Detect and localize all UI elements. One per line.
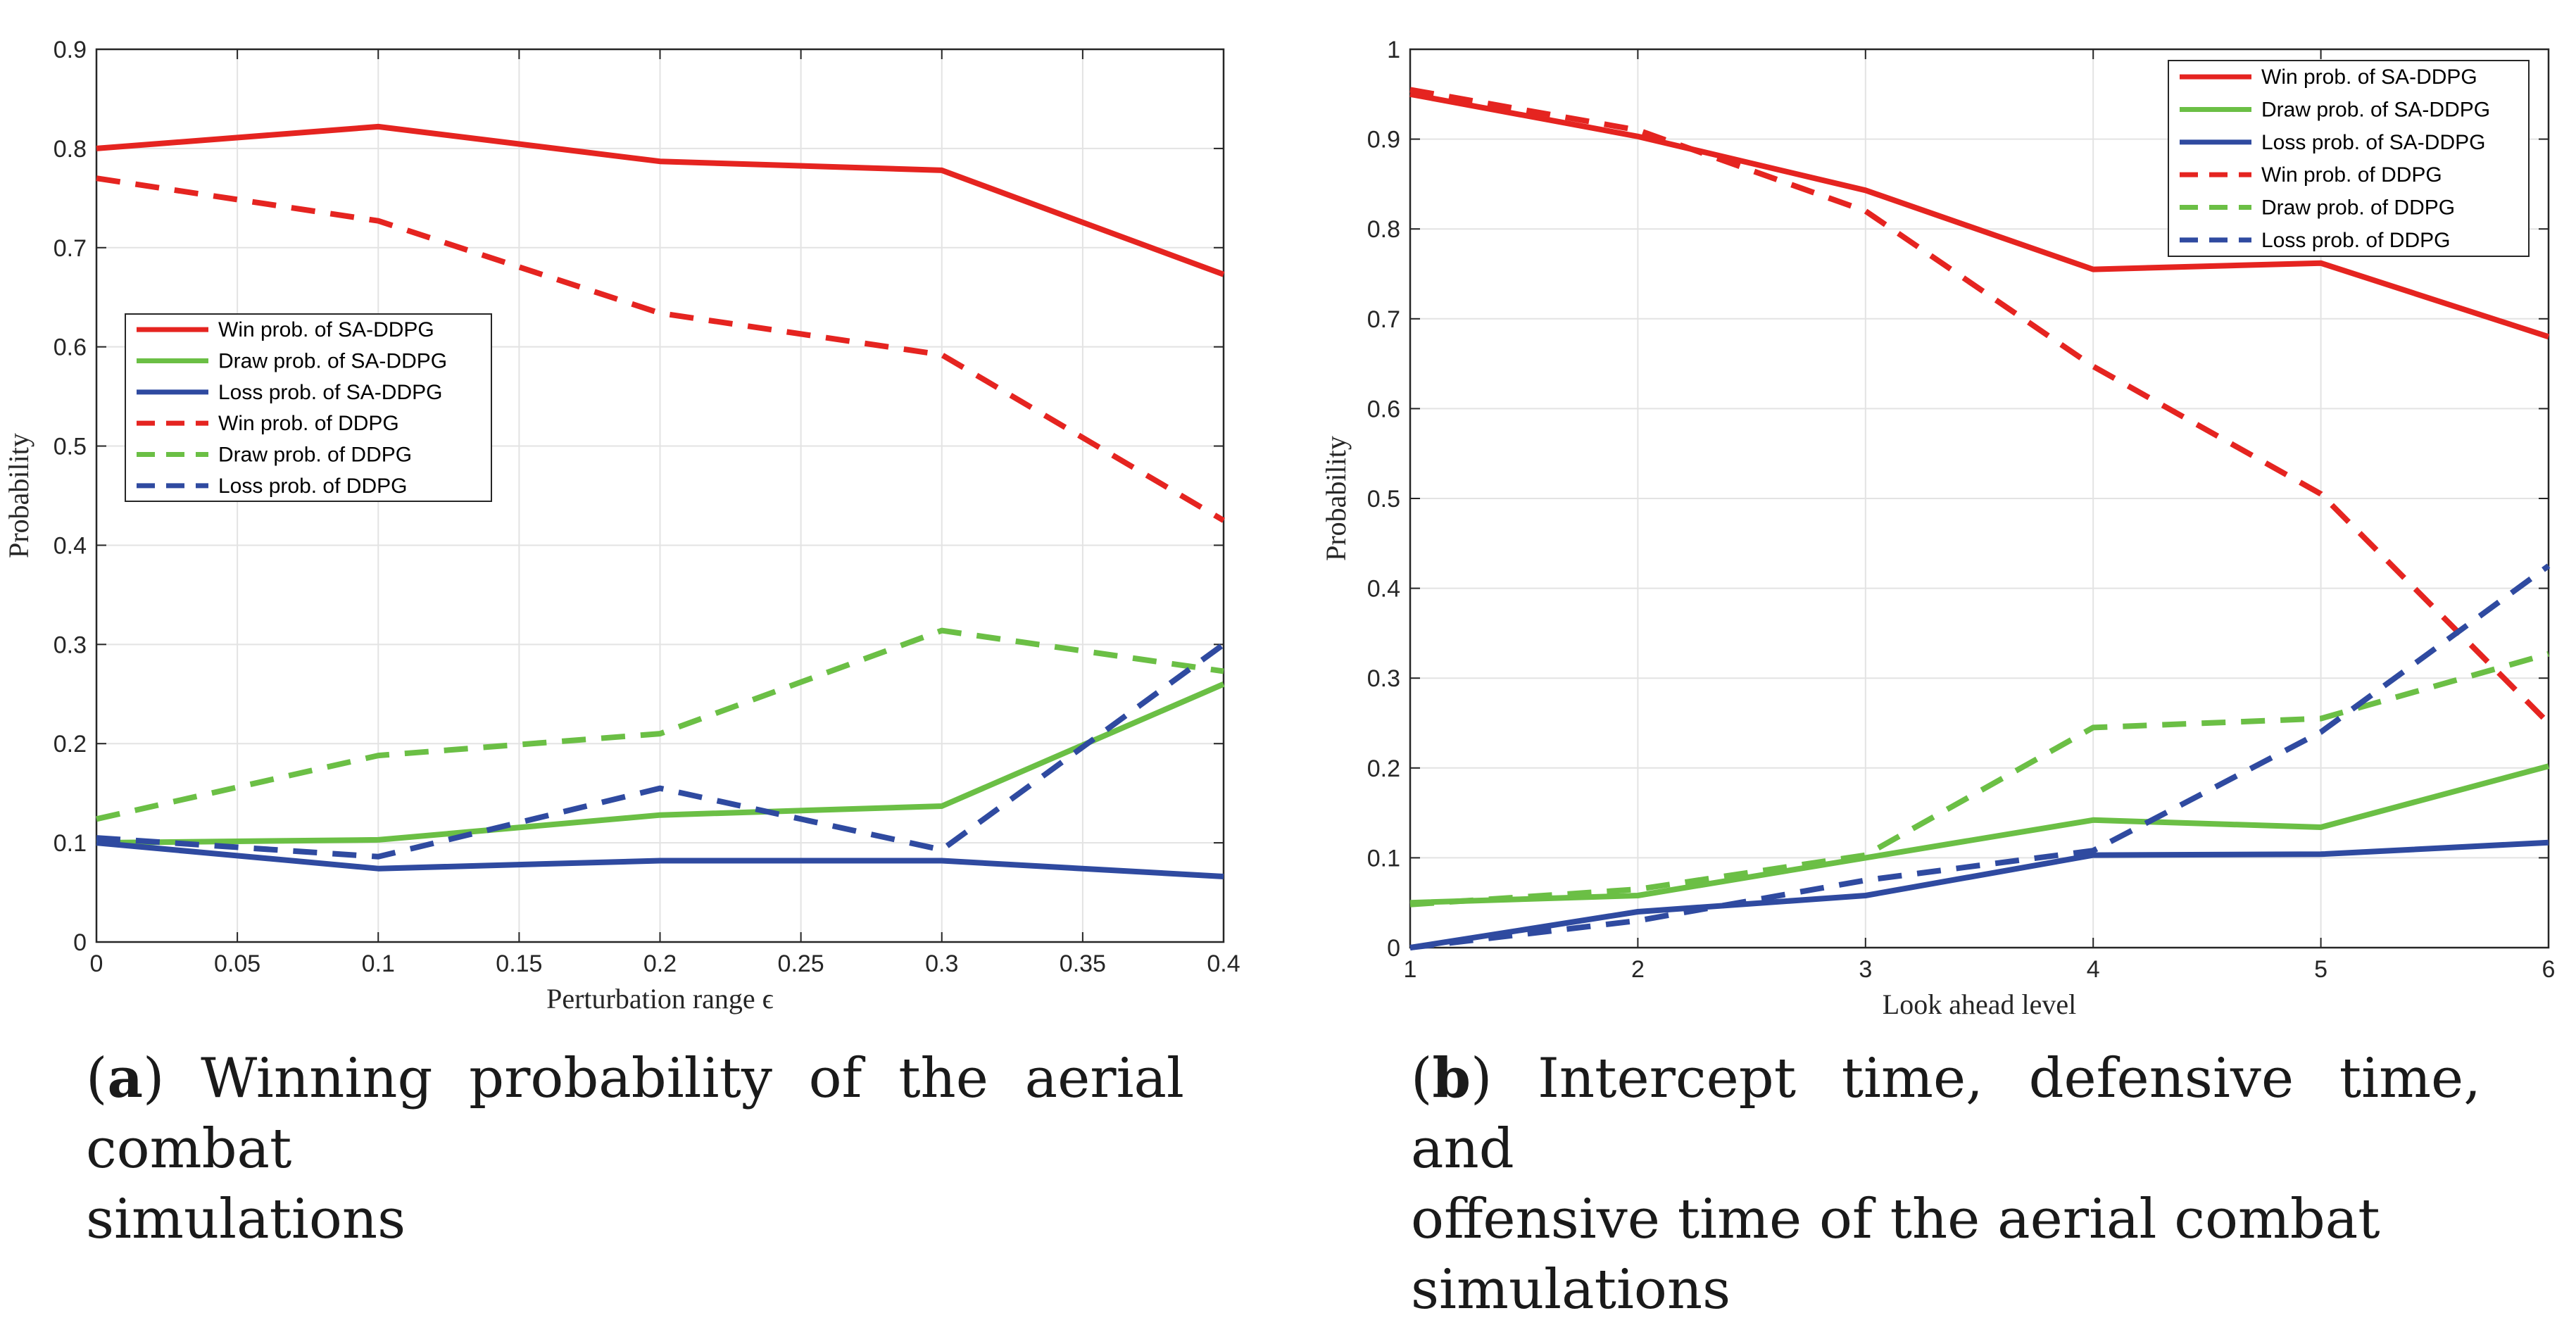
y-tick-label-a: 0.1 [54, 830, 87, 857]
x-axis-label-a: Perturbation range ϵ [546, 983, 774, 1015]
chart-panel-b: 1 2 3 4 5 6 0 0.1 0.2 0.3 0.4 0.5 0.6 0.7 0.8 0.9 1 Look … [1320, 37, 2555, 1020]
series-line-a-3 [96, 840, 1224, 879]
caption-a: (a) Winning probability of the aerial co… [86, 1043, 1184, 1255]
x-tick-label-a: 0.25 [778, 950, 824, 977]
legend-a: Win prob. of SA-DDPG Draw prob. of SA-DDP… [125, 313, 492, 502]
legend-box-b [2168, 60, 2530, 257]
legend-label-a-3: Loss prob. of SA-DDPG [218, 381, 442, 404]
x-tick-label-b: 4 [2087, 956, 2100, 983]
series-line-a-6 [96, 642, 1226, 860]
y-tick-label-b: 0.4 [1367, 576, 1400, 603]
y-tick-label-b: 0.7 [1367, 306, 1400, 333]
legend-b: Win prob. of SA-DDPG Draw prob. of SA-DDP… [2168, 60, 2530, 257]
series-line-b-4 [1409, 87, 2551, 725]
y-axis-label-a: Probability [3, 433, 34, 558]
legend-label-a-4: Win prob. of DDPG [218, 412, 399, 435]
series-line-b-2 [1409, 763, 2550, 906]
legend-label-a-6: Loss prob. of DDPG [218, 475, 407, 498]
y-tick-label-b: 1 [1387, 37, 1400, 63]
y-tick-label-a: 0.4 [54, 532, 87, 559]
caption-a-line1: Winning probability of the aerial combat [86, 1047, 1184, 1181]
y-tick-label-b: 0.2 [1367, 755, 1400, 782]
chart-panel-a: 0 0.05 0.1 0.15 0.2 0.25 0.3 0.35 0.4 0 0.1 0.2 0.3 0… [3, 37, 1240, 1015]
y-tick-label-b: 0 [1387, 935, 1400, 962]
legend-label-b-2: Draw prob. of SA-DDPG [2261, 99, 2490, 122]
x-tick-label-b: 6 [2542, 956, 2556, 983]
y-tick-label-b: 0.3 [1367, 665, 1400, 692]
x-axis-label-b: Look ahead level [1883, 988, 2076, 1020]
legend-label-b-1: Win prob. of SA-DDPG [2261, 65, 2477, 89]
y-tick-label-a: 0.6 [54, 334, 87, 361]
series-line-b-1 [1409, 91, 2550, 340]
legend-label-a-5: Draw prob. of DDPG [218, 444, 412, 467]
series-line-a-2 [96, 682, 1225, 846]
x-tick-label-a: 0.15 [496, 950, 542, 977]
x-tick-label-a: 0.35 [1060, 950, 1106, 977]
x-tick-label-a: 0.3 [925, 950, 958, 977]
series-line-a-1 [96, 123, 1225, 277]
legend-label-a-1: Win prob. of SA-DDPG [218, 318, 434, 341]
y-tick-label-b: 0.9 [1367, 127, 1400, 153]
x-tick-label-b: 5 [2314, 956, 2327, 983]
y-tick-label-a: 0.3 [54, 632, 87, 658]
series-line-a-5 [96, 627, 1224, 822]
x-tick-label-b: 1 [1404, 956, 1417, 983]
x-tick-label-a: 0.05 [214, 950, 260, 977]
legend-label-b-3: Loss prob. of SA-DDPG [2261, 131, 2485, 154]
x-tick-label-b: 3 [1859, 956, 1872, 983]
x-tick-label-a: 0 [90, 950, 103, 977]
x-tick-label-a: 0.1 [362, 950, 395, 977]
x-tick-label-a: 0.4 [1207, 950, 1240, 977]
series-line-b-3 [1409, 839, 2549, 950]
y-tick-label-a: 0.8 [54, 136, 87, 163]
caption-a-line2: simulations [86, 1188, 406, 1251]
x-tick-label-a: 0.2 [643, 950, 677, 977]
y-tick-label-a: 0 [73, 929, 87, 956]
x-tick-label-b: 2 [1631, 956, 1645, 983]
figure-canvas: 0 0.05 0.1 0.15 0.2 0.25 0.3 0.35 0.400.10.20.30… [3, 37, 2555, 1020]
y-tick-label-b: 0.1 [1367, 845, 1400, 872]
legend-label-b-4: Win prob. of DDPG [2261, 163, 2442, 187]
y-tick-label-b: 0.5 [1367, 486, 1400, 513]
caption-b-line2: offensive time of the aerial combat simu… [1411, 1188, 2380, 1321]
y-tick-label-a: 0.7 [54, 235, 87, 262]
legend-label-a-2: Draw prob. of SA-DDPG [218, 350, 447, 373]
legend-label-b-6: Loss prob. of DDPG [2261, 229, 2450, 252]
series-line-b-6 [1409, 563, 2551, 950]
caption-b-line1: Intercept time, defensive time, and [1411, 1047, 2481, 1181]
y-tick-label-a: 0.9 [54, 37, 87, 63]
y-tick-label-b: 0.6 [1367, 396, 1400, 422]
caption-a-letter: a [107, 1046, 143, 1110]
legend-label-b-5: Draw prob. of DDPG [2261, 196, 2455, 220]
caption-b-letter: b [1432, 1046, 1471, 1110]
y-axis-label-b: Probability [1320, 436, 1352, 561]
y-tick-label-b: 0.8 [1367, 216, 1400, 243]
y-tick-label-a: 0.5 [54, 434, 87, 460]
y-tick-label-a: 0.2 [54, 731, 87, 758]
legend-box-a [125, 313, 492, 502]
caption-b: (b) Intercept time, defensive time, and … [1411, 1043, 2481, 1325]
